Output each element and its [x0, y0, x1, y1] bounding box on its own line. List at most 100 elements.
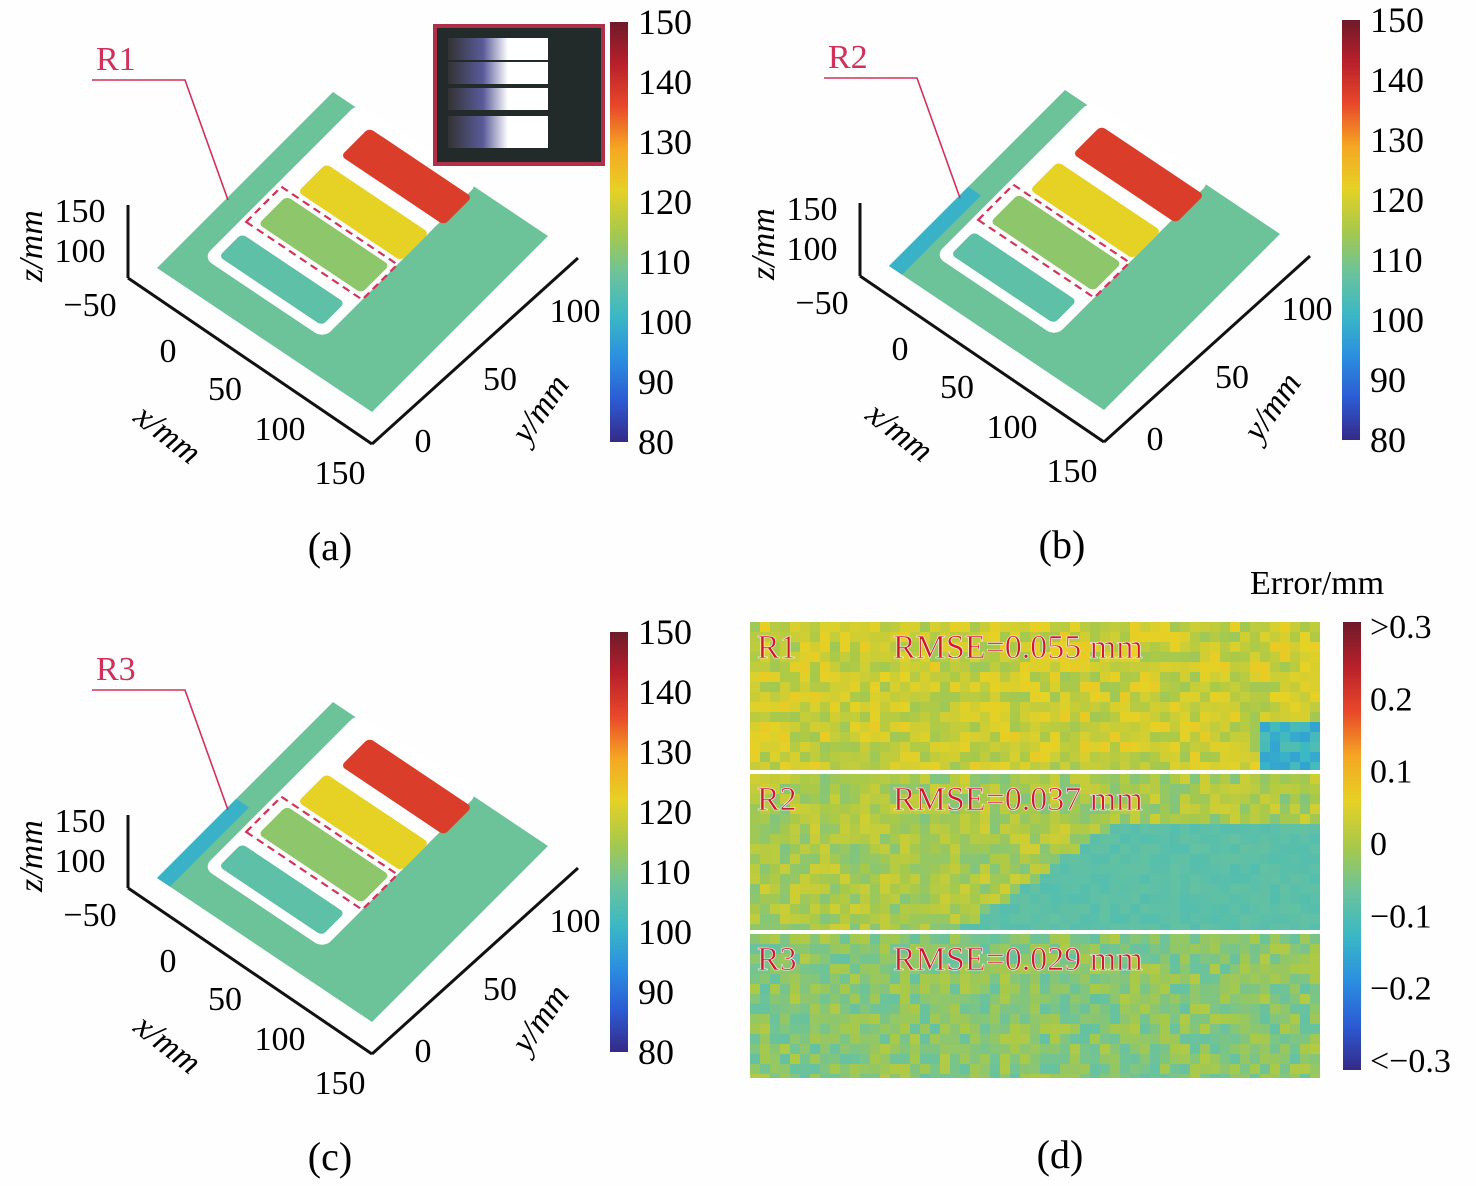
- row-label: R2: [757, 781, 797, 818]
- step-surface: [300, 165, 427, 260]
- z-tick-label: 150: [787, 191, 838, 228]
- y-tick-label: 0: [415, 423, 432, 460]
- step-surface: [1075, 127, 1202, 222]
- x-tick-label: 0: [160, 943, 177, 980]
- z-tick-label: −50: [63, 287, 116, 324]
- step-surface: [1032, 163, 1159, 258]
- row-label: R1: [757, 629, 797, 666]
- colorbar-tick-label: 120: [638, 792, 692, 832]
- colorbar-tick-label: 140: [1370, 60, 1424, 100]
- step-surface: [343, 129, 470, 224]
- y-tick-label: 100: [550, 293, 601, 330]
- colorbar-tick-label: 150: [638, 2, 692, 42]
- x-tick-label: 50: [208, 371, 242, 408]
- z-axis-label: z/mm: [745, 208, 782, 281]
- y-tick-label: 50: [1215, 359, 1249, 396]
- y-axis: [1102, 254, 1312, 444]
- y-tick-label: 0: [415, 1033, 432, 1070]
- x-axis: [859, 274, 1105, 444]
- panel-label: (a): [308, 524, 352, 569]
- x-tick-label: 50: [208, 981, 242, 1018]
- region-leader-line: [92, 689, 229, 811]
- colorbar-tick-label: 90: [1370, 360, 1406, 400]
- colorbar-tick-label: <−0.3: [1370, 1043, 1451, 1080]
- step-surface: [343, 739, 470, 834]
- region-box: [244, 795, 400, 912]
- colorbar-tick-label: 100: [638, 912, 692, 952]
- x-tick-label: 100: [987, 409, 1038, 446]
- z-axis-label: z/mm: [13, 820, 50, 893]
- z-tick-label: 100: [787, 231, 838, 268]
- step-surface: [260, 807, 388, 902]
- x-tick-label: 150: [1047, 453, 1098, 490]
- x-tick-label: 100: [255, 411, 306, 448]
- x-tick-label: 0: [160, 333, 177, 370]
- y-tick-label: 50: [483, 361, 517, 398]
- colorbar-tick-label: 0.2: [1370, 681, 1413, 718]
- error-colorbar: [1343, 622, 1361, 1070]
- plate-edge: [157, 798, 250, 887]
- z-tick-label: 150: [55, 193, 106, 230]
- y-tick-label: 100: [550, 903, 601, 940]
- y-axis: [370, 866, 580, 1056]
- colorbar-tick-label: 130: [638, 122, 692, 162]
- error-map-R3: R3 RMSE=0.029 mm: [750, 934, 1320, 1078]
- colorbar-tick-label: 140: [638, 62, 692, 102]
- y-tick-label: 100: [1282, 291, 1333, 328]
- row-label: R3: [757, 941, 797, 978]
- colorbar-tick-label: 80: [1370, 420, 1406, 460]
- region-label: R1: [96, 41, 136, 78]
- x-axis-label: x/mm: [858, 395, 940, 470]
- colorbar-tick-label: 130: [638, 732, 692, 772]
- x-tick-label: 0: [892, 331, 909, 368]
- x-axis-label: x/mm: [126, 397, 208, 472]
- inset-photo: [433, 24, 605, 166]
- step-surface: [221, 235, 343, 324]
- region-leader-line: [92, 79, 229, 201]
- step-surface: [992, 195, 1120, 290]
- surface: [157, 92, 549, 413]
- colorbar-tick-label: −0.2: [1370, 971, 1432, 1008]
- step-surface: [221, 845, 343, 934]
- z-tick-label: 150: [55, 803, 106, 840]
- colorbar-tick-label: 0: [1370, 826, 1387, 863]
- z-tick-label: 100: [55, 843, 106, 880]
- region-label: R3: [96, 651, 136, 688]
- step-surface: [953, 233, 1075, 322]
- step-surface: [300, 775, 427, 870]
- rmse-label: RMSE=0.029 mm: [893, 941, 1143, 978]
- error-map-R1: R1 RMSE=0.055 mm: [750, 622, 1320, 770]
- x-tick-label: 150: [315, 455, 366, 492]
- colorbar: [610, 22, 628, 442]
- panel-label: (c): [308, 1134, 352, 1179]
- y-tick-label: 0: [1147, 421, 1164, 458]
- region-leader-line: [824, 77, 961, 199]
- colorbar-tick-label: 130: [1370, 120, 1424, 160]
- plate-edge: [889, 186, 982, 275]
- colorbar: [1342, 20, 1360, 440]
- panel-label: (d): [1037, 1132, 1084, 1177]
- step-surface: [260, 197, 388, 292]
- colorbar-tick-label: 90: [638, 362, 674, 402]
- x-tick-label: 50: [940, 369, 974, 406]
- colorbar-tick-label: >0.3: [1370, 609, 1432, 646]
- panel-label: (b): [1039, 522, 1086, 567]
- colorbar-tick-label: 110: [638, 852, 691, 892]
- region-label: R2: [828, 39, 868, 76]
- colorbar: [610, 632, 628, 1052]
- surface: [889, 90, 1281, 411]
- panel-d: R1 RMSE=0.055 mm R2 RMSE=0.037 mm R3 RMSE=0.0…: [750, 565, 1451, 1177]
- colorbar-tick-label: 80: [638, 1032, 674, 1072]
- x-axis: [127, 276, 373, 446]
- z-tick-label: −50: [63, 897, 116, 934]
- region-box: [244, 185, 400, 302]
- colorbar-title: Error/mm: [1250, 565, 1384, 602]
- colorbar-tick-label: 120: [1370, 180, 1424, 220]
- z-tick-label: 100: [55, 233, 106, 270]
- colorbar-tick-label: 150: [1370, 0, 1424, 40]
- colorbar-tick-label: −0.1: [1370, 898, 1432, 935]
